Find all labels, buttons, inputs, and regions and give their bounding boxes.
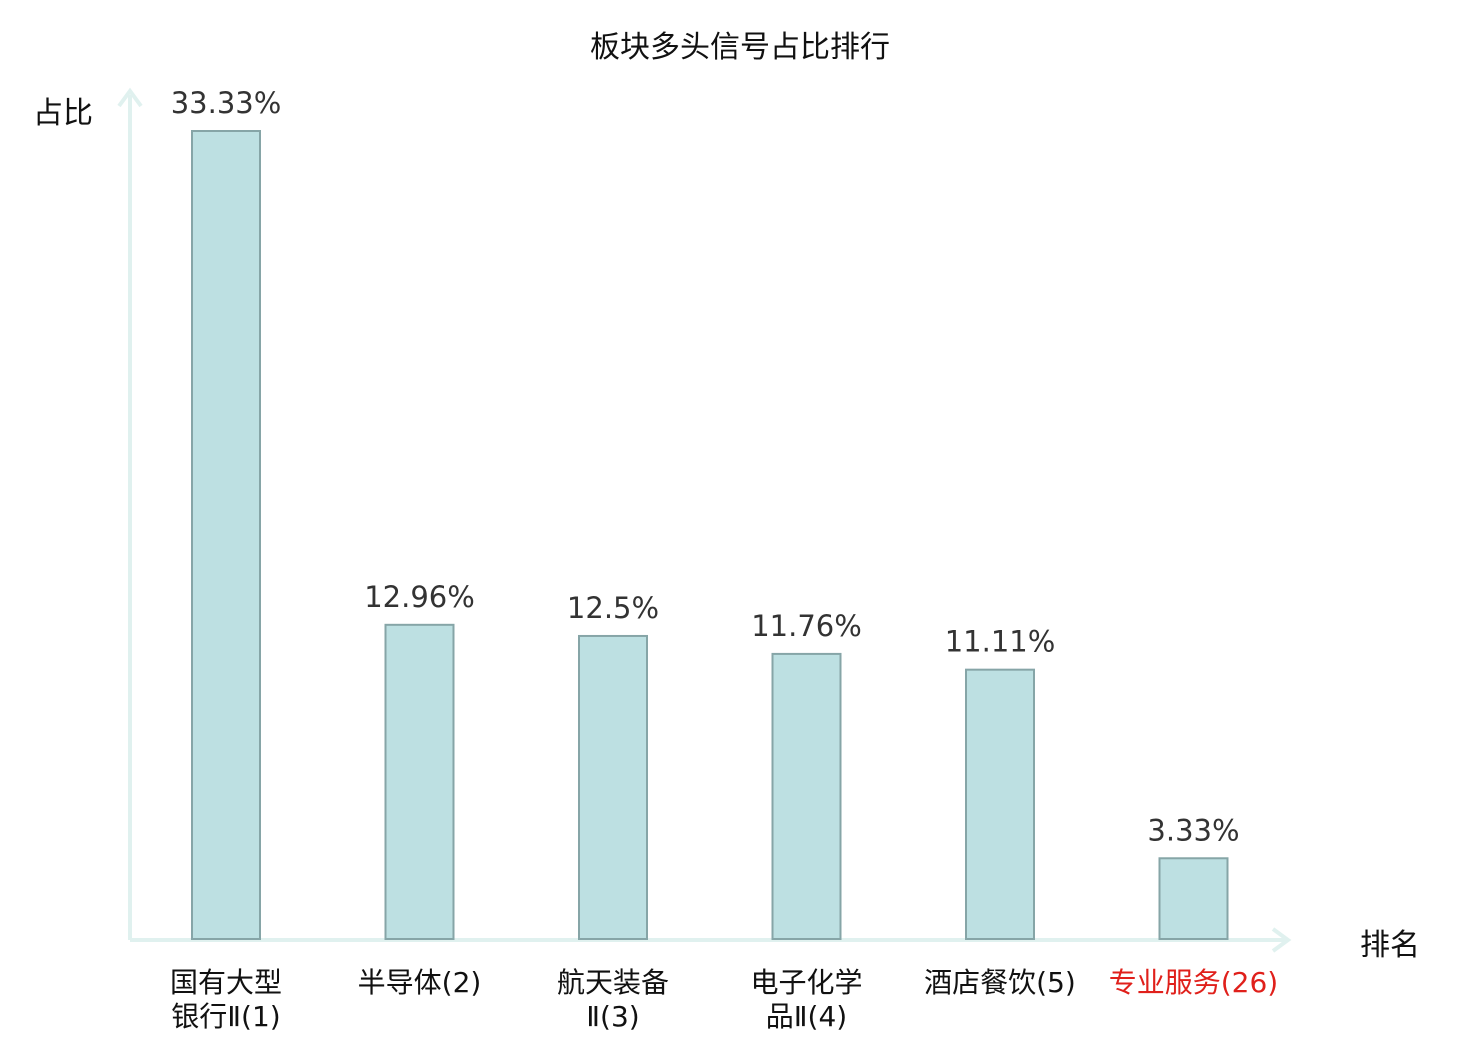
x-tick-label-line: 酒店餐饮(5) <box>924 966 1076 999</box>
y-axis-label: 占比 <box>33 96 93 131</box>
bar <box>771 652 842 941</box>
bar <box>965 668 1035 941</box>
x-tick-label: 电子化学 品Ⅱ(4) <box>707 966 907 1034</box>
bar-value-label: 11.76% <box>751 609 862 643</box>
bar-value-label: 12.96% <box>364 580 475 614</box>
bar <box>578 634 648 941</box>
x-tick-label-line: 银行Ⅱ(1) <box>171 1000 281 1033</box>
bar-value-label: 3.33% <box>1147 813 1239 847</box>
x-tick-label-line: 品Ⅱ(4) <box>765 1000 848 1033</box>
y-axis-arrow-icon <box>117 87 143 108</box>
x-tick-label: 专业服务(26) <box>1094 966 1294 1000</box>
bar-value-label: 33.33% <box>171 86 282 120</box>
x-tick-label-line: 半导体(2) <box>357 966 482 999</box>
x-tick-label-line: 电子化学 <box>750 966 863 999</box>
bar-value-label: 11.11% <box>945 625 1056 659</box>
x-tick-label-line: 航天装备 <box>556 966 669 999</box>
x-tick-label: 国有大型 银行Ⅱ(1) <box>126 966 326 1034</box>
x-tick-label-line: Ⅱ(3) <box>586 1000 640 1033</box>
x-tick-label: 航天装备 Ⅱ(3) <box>513 966 713 1034</box>
bar-value-label: 12.5% <box>567 591 659 625</box>
bar <box>384 623 455 940</box>
x-tick-label-line: 国有大型 <box>169 966 282 999</box>
chart-title: 板块多头信号占比排行 <box>590 30 890 65</box>
bar <box>191 130 261 940</box>
x-axis-arrow-icon <box>1271 927 1292 953</box>
x-axis-label: 排名 <box>1360 928 1420 963</box>
x-tick-label: 半导体(2) <box>320 966 520 1000</box>
x-tick-label-line: 专业服务(26) <box>1108 966 1279 999</box>
bar <box>1158 857 1229 940</box>
x-tick-label: 酒店餐饮(5) <box>900 966 1100 1000</box>
